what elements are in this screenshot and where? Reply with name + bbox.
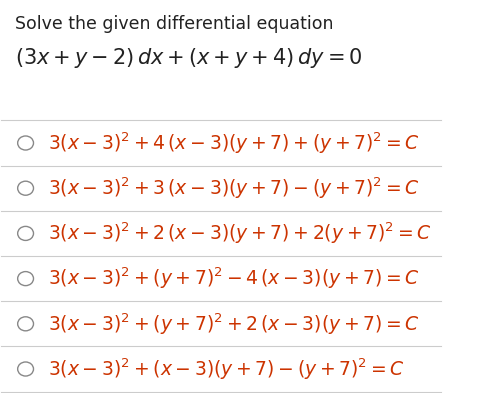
Text: Solve the given differential equation: Solve the given differential equation: [15, 15, 333, 33]
Text: $3(x-3)^2 + (y+7)^2 + 2\,(x-3)(y+7) = C$: $3(x-3)^2 + (y+7)^2 + 2\,(x-3)(y+7) = C$: [48, 311, 420, 336]
Text: $3(x-3)^2 + (y+7)^2 - 4\,(x-3)(y+7) = C$: $3(x-3)^2 + (y+7)^2 - 4\,(x-3)(y+7) = C$: [48, 266, 420, 291]
Text: $3(x-3)^2 + 3\,(x-3)(y+7) - (y+7)^2 = C$: $3(x-3)^2 + 3\,(x-3)(y+7) - (y+7)^2 = C$: [48, 175, 420, 201]
Text: $(3x + y - 2)\,dx + (x + y + 4)\,dy = 0$: $(3x + y - 2)\,dx + (x + y + 4)\,dy = 0$: [15, 46, 362, 70]
Text: $3(x-3)^2 + 4\,(x-3)(y+7) + (y+7)^2 = C$: $3(x-3)^2 + 4\,(x-3)(y+7) + (y+7)^2 = C$: [48, 130, 420, 156]
Text: $3(x-3)^2 + 2\,(x-3)(y+7) + 2(y+7)^2 = C$: $3(x-3)^2 + 2\,(x-3)(y+7) + 2(y+7)^2 = C…: [48, 220, 431, 246]
Text: $3(x-3)^2 + (x-3)(y+7) - (y+7)^2 = C$: $3(x-3)^2 + (x-3)(y+7) - (y+7)^2 = C$: [48, 356, 405, 382]
